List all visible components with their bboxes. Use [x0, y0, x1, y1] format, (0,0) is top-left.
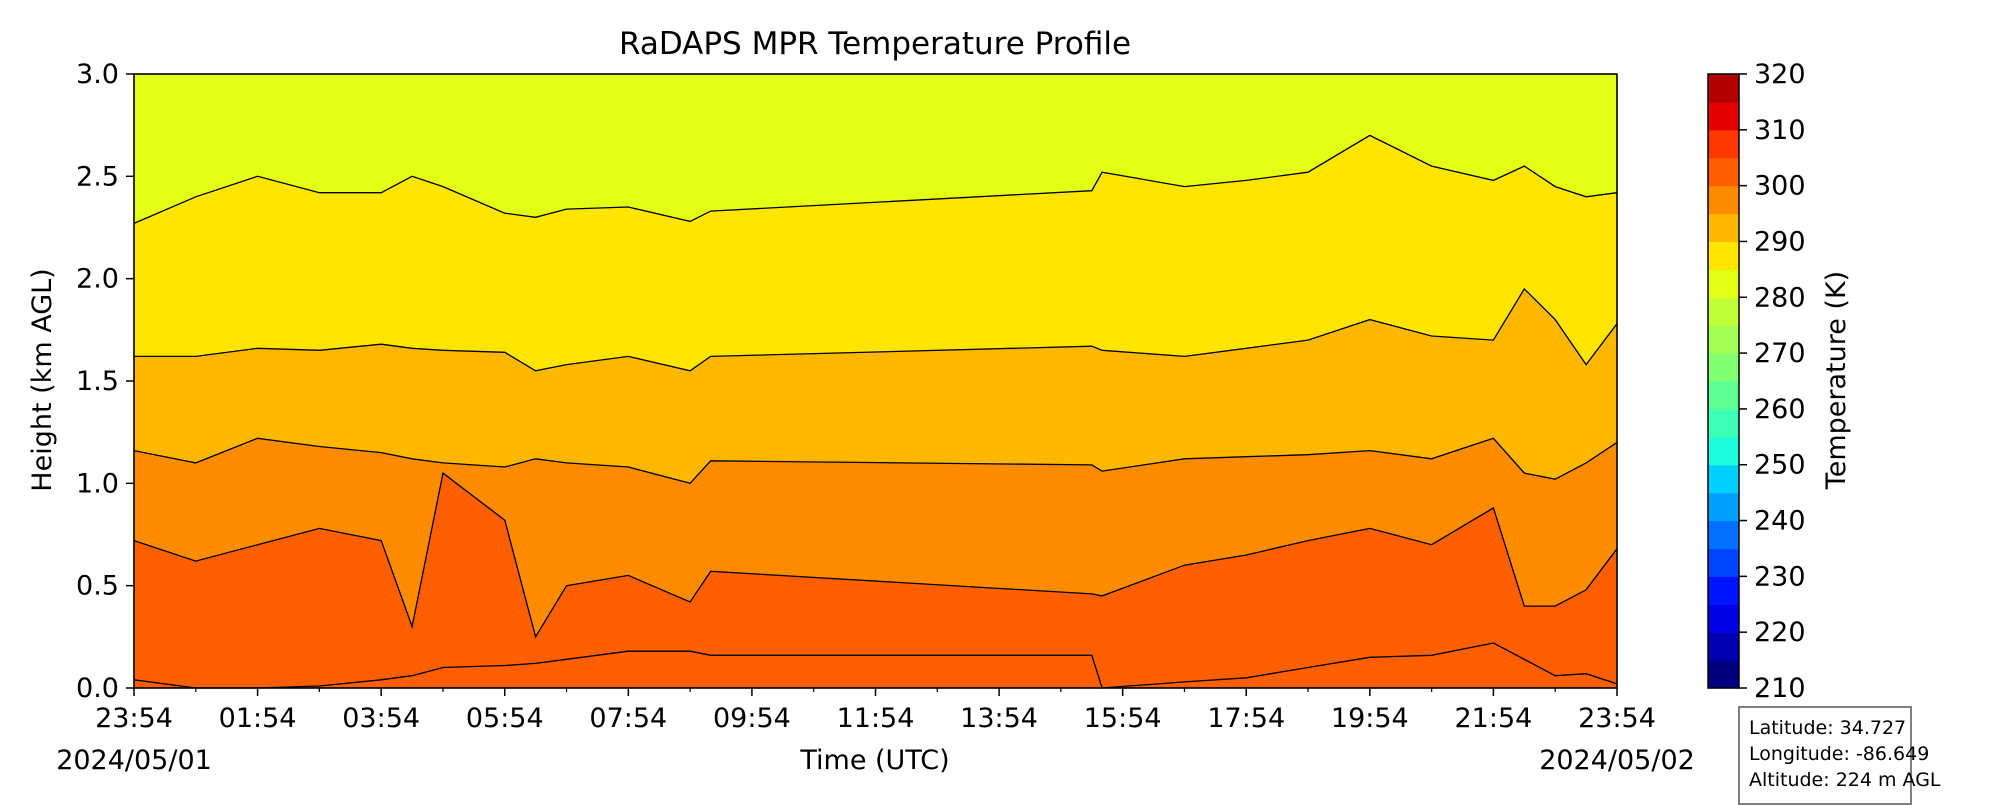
x-axis: 23:54 01:54 03:54 05:54 07:54 09:54 11:54 13:54…	[56, 688, 1695, 776]
colorbar-segment	[1708, 660, 1739, 689]
colorbar-tick-label: 210	[1754, 673, 1806, 704]
colorbar-segment	[1708, 408, 1739, 438]
colorbar-tick-label: 230	[1754, 561, 1806, 592]
contour-line	[133, 471, 1618, 639]
colorbar-tick-label: 300	[1754, 171, 1806, 202]
colorbar-tick-label: 270	[1754, 338, 1806, 369]
colorbar-segment	[1708, 492, 1739, 522]
y-tick-label: 0.0	[76, 673, 119, 704]
x-tick-label: 03:54	[342, 703, 420, 734]
x-tick-label: 13:54	[960, 703, 1038, 734]
x-tick-label: 05:54	[466, 703, 544, 734]
colorbar-segment	[1708, 604, 1739, 633]
temperature-band	[134, 643, 1617, 688]
colorbar-segment	[1708, 157, 1739, 187]
x-tick-label: 21:54	[1455, 703, 1533, 734]
x-tick-label: 01:54	[219, 703, 297, 734]
x-axis-label: Time (UTC)	[799, 745, 949, 776]
colorbar: 210 220 230 240 250 260 270 280 290 300 310 320	[1707, 59, 1806, 704]
x-tick-label: 23:54	[1578, 703, 1656, 734]
contour-line	[133, 642, 1618, 689]
y-tick-label: 1.0	[76, 468, 119, 499]
temperature-band	[134, 288, 1617, 484]
colorbar-tick-label: 290	[1754, 226, 1806, 257]
colorbar-segment	[1708, 436, 1739, 466]
colorbar-tick-label: 260	[1754, 394, 1806, 425]
contour-line	[133, 134, 1618, 224]
colorbar-segment	[1708, 381, 1739, 410]
altitude-text: Altitude: 224 m AGL	[1749, 769, 1941, 791]
colorbar-segment	[1708, 325, 1739, 354]
x-tick-label: 11:54	[837, 703, 915, 734]
y-axis: 0.0 0.5 1.0 1.5 2.0 2.5 3.0	[76, 59, 134, 704]
colorbar-tick-label: 240	[1754, 506, 1806, 537]
colorbar-tick-label: 250	[1754, 450, 1806, 481]
colorbar-segment	[1708, 213, 1739, 243]
colorbar-segment	[1708, 464, 1739, 494]
x-tick-label: 07:54	[589, 703, 667, 734]
y-axis-label: Height (km AGL)	[27, 268, 58, 491]
y-tick-label: 1.5	[76, 366, 119, 397]
colorbar-frame	[1707, 73, 1740, 689]
x-date-label: 2024/05/01	[56, 745, 212, 776]
temperature-band	[134, 438, 1617, 637]
colorbar-segment	[1708, 241, 1739, 270]
colorbar-segment	[1708, 632, 1739, 661]
colorbar-segment	[1708, 520, 1739, 550]
colorbar-segment	[1708, 548, 1739, 577]
y-tick-label: 2.5	[76, 161, 119, 192]
contour-line	[133, 437, 1618, 485]
colorbar-segment	[1708, 576, 1739, 605]
x-date-label: 2024/05/02	[1539, 745, 1695, 776]
temperature-band	[134, 135, 1617, 371]
colorbar-tick-label: 280	[1754, 282, 1806, 313]
x-tick-label: 15:54	[1084, 703, 1162, 734]
plot-area	[133, 73, 1618, 689]
colorbar-segment	[1708, 129, 1739, 159]
temperature-band	[134, 473, 1617, 688]
longitude-text: Longitude: -86.649	[1749, 743, 1930, 765]
x-tick-label: 17:54	[1207, 703, 1285, 734]
colorbar-segment	[1708, 269, 1739, 298]
station-info-box: Latitude: 34.727 Longitude: -86.649 Alti…	[1738, 706, 1941, 805]
colorbar-segment	[1708, 101, 1739, 131]
latitude-text: Latitude: 34.727	[1749, 717, 1907, 739]
temperature-band	[134, 74, 1617, 224]
contour-line	[134, 287, 1618, 372]
colorbar-tick-label: 310	[1754, 115, 1806, 146]
colorbar-segment	[1708, 297, 1739, 326]
colorbar-segment	[1708, 185, 1739, 215]
x-tick-label: 23:54	[95, 703, 173, 734]
colorbar-tick-label: 320	[1754, 59, 1806, 90]
colorbar-segment	[1708, 353, 1739, 382]
colorbar-tick-label: 220	[1754, 617, 1806, 648]
y-tick-label: 2.0	[76, 264, 119, 295]
x-tick-label: 09:54	[713, 703, 791, 734]
y-tick-label: 0.5	[76, 571, 119, 602]
y-tick-label: 3.0	[76, 59, 119, 90]
colorbar-segment	[1708, 74, 1739, 103]
chart-title: RaDAPS MPR Temperature Profile	[619, 26, 1131, 62]
colorbar-label: Temperature (K)	[1821, 271, 1852, 490]
x-tick-label: 19:54	[1331, 703, 1409, 734]
